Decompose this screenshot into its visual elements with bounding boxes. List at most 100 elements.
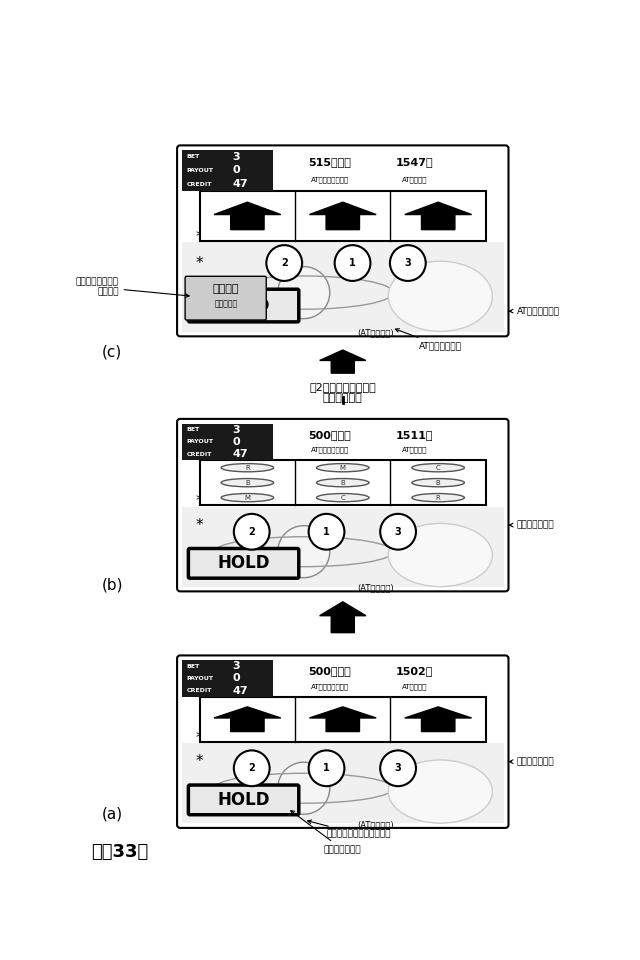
Text: (b): (b) (101, 577, 123, 592)
Text: PAYOUT: PAYOUT (187, 440, 214, 444)
Text: AT中増枚数: AT中増枚数 (401, 177, 427, 182)
Text: 3: 3 (395, 763, 401, 774)
Circle shape (390, 245, 426, 281)
FancyBboxPatch shape (177, 145, 509, 336)
Text: M: M (244, 494, 250, 501)
Text: 2: 2 (248, 527, 255, 537)
Polygon shape (214, 707, 281, 732)
Text: CREDIT: CREDIT (187, 688, 212, 693)
Text: 47: 47 (232, 180, 248, 189)
Ellipse shape (388, 760, 492, 823)
Bar (200, 191, 486, 241)
Ellipse shape (221, 493, 274, 502)
Text: AT中消化ゲーム数: AT中消化ゲーム数 (310, 446, 349, 453)
Circle shape (266, 245, 302, 281)
Text: AT中増枚数: AT中増枚数 (401, 446, 427, 453)
Text: 3: 3 (404, 258, 412, 268)
Polygon shape (320, 602, 366, 633)
Circle shape (234, 751, 269, 786)
Text: *: * (196, 731, 204, 746)
Text: あと６Ｐ: あと６Ｐ (212, 284, 239, 294)
Text: *: * (196, 494, 204, 510)
Text: C: C (436, 465, 440, 470)
Text: 47: 47 (232, 449, 248, 459)
Text: AT中消化ゲーム数: AT中消化ゲーム数 (310, 177, 349, 182)
Text: 残りナビゲーム数
示唆画像: 残りナビゲーム数 示唆画像 (76, 277, 189, 298)
FancyBboxPatch shape (177, 656, 509, 828)
Text: BET: BET (187, 427, 200, 432)
Bar (182, 507, 504, 587)
Text: 第2ホールド状態終了
スタート操作: 第2ホールド状態終了 スタート操作 (309, 382, 376, 403)
Text: B: B (245, 480, 250, 486)
Ellipse shape (412, 493, 465, 502)
FancyBboxPatch shape (188, 548, 299, 578)
Text: BET: BET (187, 663, 200, 669)
Text: *: * (196, 517, 204, 533)
Text: C: C (340, 494, 345, 501)
Text: B: B (436, 480, 440, 486)
Text: HOLD: HOLD (218, 297, 270, 315)
Bar (200, 460, 486, 505)
Text: PAYOUT: PAYOUT (187, 168, 214, 173)
Text: 500ゲーム: 500ゲーム (308, 429, 351, 440)
Ellipse shape (221, 464, 274, 471)
Text: 1547枚: 1547枚 (396, 157, 433, 167)
Text: AT演出（通常）: AT演出（通常） (509, 306, 560, 316)
Polygon shape (320, 350, 366, 373)
Ellipse shape (388, 261, 492, 331)
Circle shape (234, 514, 269, 550)
Ellipse shape (317, 493, 369, 502)
Polygon shape (214, 203, 281, 229)
Text: AT中増枚数: AT中増枚数 (401, 684, 427, 690)
Text: BET: BET (187, 155, 200, 159)
Circle shape (308, 751, 344, 786)
Text: 2: 2 (281, 258, 287, 268)
Text: 残りナビゲーム数示唆画像: 残りナビゲーム数示唆画像 (308, 820, 391, 839)
Text: 500ゲーム: 500ゲーム (308, 666, 351, 676)
Text: 上乗せ示唆演出: 上乗せ示唆演出 (509, 520, 555, 530)
FancyBboxPatch shape (177, 419, 509, 591)
Text: 515ゲーム: 515ゲーム (308, 157, 351, 167)
FancyBboxPatch shape (188, 289, 299, 322)
Ellipse shape (221, 478, 274, 487)
Text: CREDIT: CREDIT (187, 451, 212, 457)
Polygon shape (309, 203, 376, 229)
Bar (182, 660, 273, 697)
Text: 3: 3 (395, 527, 401, 537)
Circle shape (335, 245, 371, 281)
FancyBboxPatch shape (185, 276, 266, 320)
Ellipse shape (317, 464, 369, 471)
Text: CREDIT: CREDIT (187, 181, 212, 186)
Text: HOLD: HOLD (218, 554, 270, 572)
Text: (AT演出画面): (AT演出画面) (357, 584, 394, 592)
Circle shape (278, 526, 330, 578)
Text: AT中消化ゲーム数: AT中消化ゲーム数 (310, 684, 349, 690)
Text: AT演出（通常）: AT演出（通常） (396, 328, 462, 350)
Ellipse shape (317, 478, 369, 487)
Text: 1: 1 (323, 763, 330, 774)
Text: 1502枚: 1502枚 (396, 666, 433, 676)
Circle shape (278, 267, 330, 319)
Text: *: * (196, 229, 204, 245)
Circle shape (308, 514, 344, 550)
Text: 1: 1 (349, 258, 356, 268)
Circle shape (278, 762, 330, 814)
Text: 3: 3 (232, 661, 240, 671)
Text: *: * (196, 255, 204, 271)
Ellipse shape (388, 523, 492, 587)
Ellipse shape (412, 464, 465, 471)
Bar (182, 150, 273, 191)
Text: 上乗せ状態演出: 上乗せ状態演出 (509, 757, 555, 766)
Text: 2: 2 (248, 763, 255, 774)
Text: (AT演出画面): (AT演出画面) (357, 328, 394, 338)
Text: 》図33》: 》図33》 (92, 843, 148, 861)
Text: 0: 0 (232, 437, 240, 446)
Text: 1: 1 (323, 527, 330, 537)
Polygon shape (404, 203, 472, 229)
Text: 1511枚: 1511枚 (396, 429, 433, 440)
Bar (182, 243, 504, 332)
Text: PAYOUT: PAYOUT (187, 676, 214, 681)
Ellipse shape (412, 478, 465, 487)
Text: ナビゲーム: ナビゲーム (214, 300, 237, 309)
Bar (200, 697, 486, 742)
